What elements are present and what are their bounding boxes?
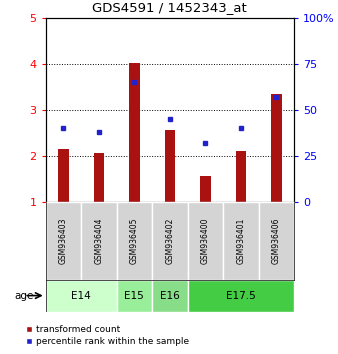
Bar <box>236 151 246 202</box>
Bar <box>152 280 188 312</box>
Text: GSM936406: GSM936406 <box>272 217 281 264</box>
Bar <box>46 280 117 312</box>
Bar <box>271 93 282 202</box>
Bar <box>223 202 259 280</box>
Text: GSM936405: GSM936405 <box>130 217 139 264</box>
Text: E15: E15 <box>124 291 144 301</box>
Bar <box>152 202 188 280</box>
Bar <box>117 280 152 312</box>
Text: GSM936403: GSM936403 <box>59 217 68 264</box>
Text: E17.5: E17.5 <box>226 291 256 301</box>
Bar <box>165 131 175 202</box>
Text: GDS4591 / 1452343_at: GDS4591 / 1452343_at <box>92 1 246 14</box>
Text: GSM936400: GSM936400 <box>201 217 210 264</box>
Text: age: age <box>15 291 34 301</box>
Bar <box>129 63 140 202</box>
Text: E14: E14 <box>71 291 91 301</box>
Bar <box>200 176 211 202</box>
Bar <box>81 202 117 280</box>
Text: E16: E16 <box>160 291 180 301</box>
Text: GSM936404: GSM936404 <box>94 217 103 264</box>
Text: GSM936402: GSM936402 <box>165 217 174 264</box>
Bar <box>46 202 81 280</box>
Bar <box>188 202 223 280</box>
Bar <box>58 149 69 202</box>
Bar <box>259 202 294 280</box>
Bar <box>117 202 152 280</box>
Bar <box>94 154 104 202</box>
Text: GSM936401: GSM936401 <box>236 217 245 264</box>
Legend: transformed count, percentile rank within the sample: transformed count, percentile rank withi… <box>21 321 193 349</box>
Bar <box>188 280 294 312</box>
